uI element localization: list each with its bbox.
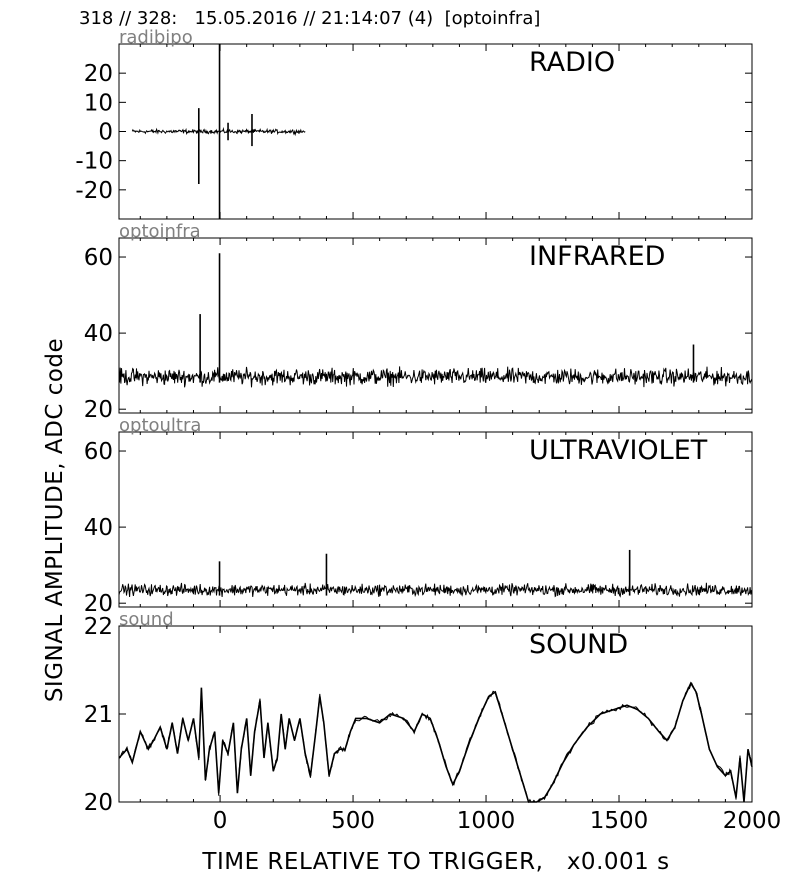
x-tick-label: 2000 bbox=[723, 808, 782, 834]
x-tick-label: 0 bbox=[213, 808, 228, 834]
panel-radibipo: 20 10 0 -10 -20 radibipo RADIO bbox=[75, 27, 753, 220]
channel-label: optoinfra bbox=[119, 221, 201, 242]
y-axis-label: SIGNAL AMPLITUDE, ADC code bbox=[42, 337, 68, 703]
sound-trace bbox=[118, 681, 753, 803]
panel-sound: 22 21 20 sound SOUND 0 500 1000 1500 2000 bbox=[84, 609, 782, 834]
channel-label: sound bbox=[119, 609, 174, 630]
signal-trace-optoultra bbox=[118, 582, 753, 598]
panel-frame bbox=[118, 43, 753, 220]
y-tick-label: 10 bbox=[84, 90, 113, 116]
panel-optoultra: 60 40 20 optoultra ULTRAVIOLET bbox=[84, 415, 753, 617]
figure-header: 318 // 328: 15.05.2016 // 21:14:07 (4) [… bbox=[79, 8, 541, 29]
sound-trace-detail bbox=[118, 682, 752, 804]
y-tick-label: 21 bbox=[84, 702, 113, 728]
panel-frame bbox=[118, 237, 753, 414]
y-tick-label: 60 bbox=[84, 245, 113, 271]
y-tick-label: -20 bbox=[75, 178, 113, 204]
panel-title: ULTRAVIOLET bbox=[529, 435, 708, 466]
panel-frame bbox=[118, 625, 753, 803]
y-tick-label: 20 bbox=[84, 591, 113, 617]
panel-title: RADIO bbox=[529, 47, 615, 78]
channel-label: optoultra bbox=[119, 415, 201, 436]
y-tick-label: 0 bbox=[98, 120, 113, 146]
y-tick-label: 40 bbox=[84, 321, 113, 347]
signal-trace-optoinfra bbox=[118, 366, 753, 388]
y-tick-label: 60 bbox=[84, 439, 113, 465]
x-tick-label: 1500 bbox=[590, 808, 649, 834]
x-tick-label: 500 bbox=[331, 808, 375, 834]
panel-title: SOUND bbox=[529, 629, 628, 660]
panel-title: INFRARED bbox=[529, 241, 665, 272]
y-tick-label: 20 bbox=[84, 397, 113, 423]
y-tick-label: -10 bbox=[75, 149, 113, 175]
y-tick-label: 22 bbox=[84, 614, 113, 640]
y-tick-label: 20 bbox=[84, 790, 113, 816]
x-tick-label: 1000 bbox=[457, 808, 516, 834]
y-tick-label: 20 bbox=[84, 61, 113, 87]
channel-label: radibipo bbox=[119, 27, 193, 48]
panel-optoinfra: 60 40 20 optoinfra INFRARED bbox=[84, 221, 753, 423]
x-axis-label: TIME RELATIVE TO TRIGGER, x0.001 s bbox=[202, 849, 670, 875]
panel-frame bbox=[118, 431, 753, 608]
signal-trace-radibipo bbox=[131, 126, 306, 137]
y-tick-label: 40 bbox=[84, 515, 113, 541]
